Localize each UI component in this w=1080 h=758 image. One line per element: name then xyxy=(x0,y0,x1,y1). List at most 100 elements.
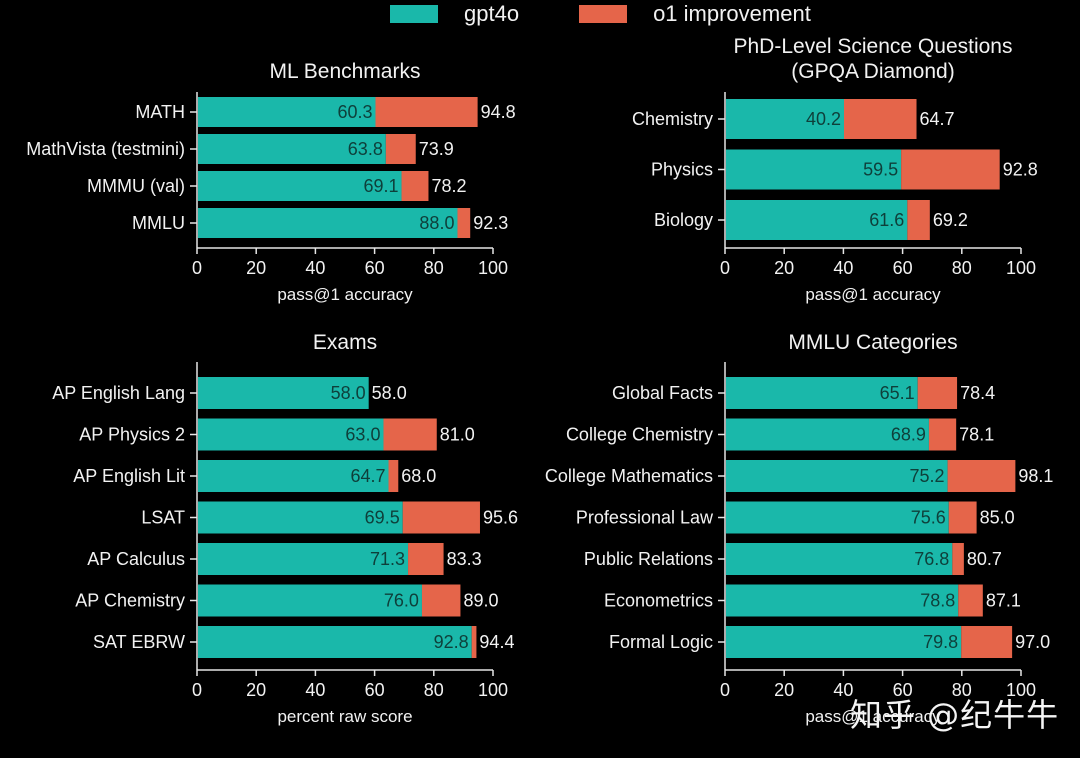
o1-value-label: 81.0 xyxy=(440,425,475,445)
bar-o1-improvement xyxy=(928,418,957,451)
bar-o1-improvement xyxy=(958,584,983,617)
x-tick-label: 20 xyxy=(774,680,794,700)
bar-gpt4o xyxy=(726,501,949,534)
x-tick-label: 80 xyxy=(952,680,972,700)
x-axis-label: pass@1 accuracy xyxy=(805,285,941,304)
bar-gpt4o xyxy=(198,460,389,492)
bar-gpt4o xyxy=(198,626,472,658)
gpt4o-value-label: 64.7 xyxy=(350,466,385,486)
gpt4o-value-label: 60.3 xyxy=(337,102,372,122)
x-tick-label: 60 xyxy=(365,680,385,700)
gpt4o-value-label: 78.8 xyxy=(920,591,955,611)
legend-swatch-o1 xyxy=(579,5,628,23)
o1-value-label: 58.0 xyxy=(372,383,407,403)
legend-label-o1: o1 improvement xyxy=(653,1,811,26)
category-label: College Mathematics xyxy=(545,466,713,486)
x-axis-label: percent raw score xyxy=(277,707,412,726)
gpt4o-value-label: 76.0 xyxy=(384,591,419,611)
bar-o1-improvement xyxy=(471,626,477,658)
x-axis-label: pass@1 accuracy xyxy=(277,285,413,304)
bar-gpt4o xyxy=(198,171,402,201)
x-tick-label: 60 xyxy=(365,258,385,278)
category-label: LSAT xyxy=(141,508,185,528)
x-tick-label: 60 xyxy=(893,680,913,700)
gpt4o-value-label: 61.6 xyxy=(869,210,904,230)
gpt4o-value-label: 92.8 xyxy=(434,632,469,652)
bar-o1-improvement xyxy=(948,501,977,534)
o1-value-label: 95.6 xyxy=(483,508,518,528)
x-tick-label: 100 xyxy=(478,680,508,700)
bar-o1-improvement xyxy=(375,97,478,127)
category-label: AP English Lit xyxy=(73,466,185,486)
o1-value-label: 89.0 xyxy=(463,591,498,611)
gpt4o-value-label: 58.0 xyxy=(331,383,366,403)
bar-o1-improvement xyxy=(917,377,958,409)
gpt4o-value-label: 63.8 xyxy=(348,139,383,159)
category-label: Biology xyxy=(654,210,713,230)
bar-gpt4o xyxy=(726,377,918,409)
bar-gpt4o xyxy=(198,377,369,409)
o1-value-label: 80.7 xyxy=(967,549,1002,569)
category-label: AP Physics 2 xyxy=(79,425,185,445)
x-tick-label: 0 xyxy=(192,258,202,278)
bar-o1-improvement xyxy=(388,460,399,492)
o1-value-label: 68.0 xyxy=(401,466,436,486)
category-label: Public Relations xyxy=(584,549,713,569)
gpt4o-value-label: 40.2 xyxy=(806,109,841,129)
category-label: AP Calculus xyxy=(87,549,185,569)
bar-o1-improvement xyxy=(961,626,1013,658)
category-label: MMMU (val) xyxy=(87,176,185,196)
bar-o1-improvement xyxy=(402,501,480,534)
legend: gpt4o o1 improvement xyxy=(390,0,871,28)
x-tick-label: 100 xyxy=(478,258,508,278)
gpt4o-value-label: 76.8 xyxy=(914,549,949,569)
x-tick-label: 80 xyxy=(424,680,444,700)
bar-gpt4o xyxy=(726,626,962,658)
x-tick-label: 60 xyxy=(893,258,913,278)
x-tick-label: 0 xyxy=(192,680,202,700)
x-tick-label: 0 xyxy=(720,258,730,278)
bar-o1-improvement xyxy=(401,171,429,201)
category-label: MATH xyxy=(135,102,185,122)
x-tick-label: 0 xyxy=(720,680,730,700)
bar-gpt4o xyxy=(198,584,422,617)
gpt4o-value-label: 69.5 xyxy=(365,508,400,528)
x-tick-label: 40 xyxy=(305,258,325,278)
category-label: Econometrics xyxy=(604,591,713,611)
bar-gpt4o xyxy=(198,501,403,534)
o1-value-label: 73.9 xyxy=(419,139,454,159)
x-tick-label: 80 xyxy=(424,258,444,278)
bar-gpt4o xyxy=(726,460,948,492)
x-tick-label: 100 xyxy=(1006,258,1036,278)
bar-gpt4o xyxy=(726,149,902,190)
gpt4o-value-label: 65.1 xyxy=(880,383,915,403)
bar-o1-improvement xyxy=(408,543,444,575)
category-label: Formal Logic xyxy=(609,632,713,652)
o1-value-label: 78.1 xyxy=(959,425,994,445)
category-label: AP English Lang xyxy=(52,383,185,403)
x-tick-label: 20 xyxy=(246,258,266,278)
category-label: MMLU xyxy=(132,213,185,233)
category-label: AP Chemistry xyxy=(75,591,185,611)
bar-gpt4o xyxy=(726,418,929,451)
chart-title: Exams xyxy=(313,331,377,354)
gpt4o-value-label: 88.0 xyxy=(419,213,454,233)
o1-value-label: 94.8 xyxy=(481,102,516,122)
o1-value-label: 78.2 xyxy=(431,176,466,196)
chart-title: MMLU Categories xyxy=(788,331,957,354)
x-tick-label: 40 xyxy=(833,258,853,278)
bar-o1-improvement xyxy=(421,584,461,617)
bar-gpt4o xyxy=(726,99,844,139)
o1-value-label: 87.1 xyxy=(986,591,1021,611)
bar-gpt4o xyxy=(198,134,386,164)
x-tick-label: 40 xyxy=(305,680,325,700)
o1-value-label: 94.4 xyxy=(479,632,514,652)
legend-label-gpt4o: gpt4o xyxy=(464,1,520,26)
chart-title: ML Benchmarks xyxy=(270,60,421,83)
bar-gpt4o xyxy=(198,208,458,238)
gpt4o-value-label: 69.1 xyxy=(363,176,398,196)
o1-value-label: 83.3 xyxy=(447,549,482,569)
x-tick-label: 100 xyxy=(1006,680,1036,700)
category-label: Global Facts xyxy=(612,383,713,403)
